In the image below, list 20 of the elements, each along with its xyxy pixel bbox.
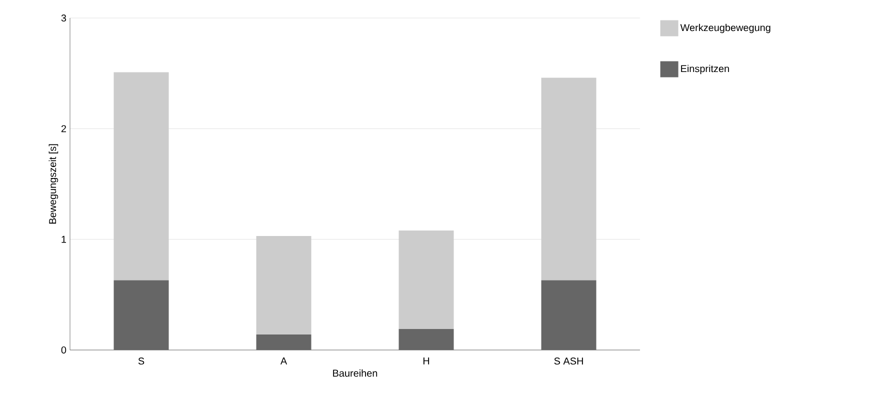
y-tick-label: 2 [61, 125, 66, 132]
x-tick-label: S ASH [554, 358, 583, 365]
bar [256, 236, 312, 335]
y-tick-label: 3 [61, 14, 66, 22]
legend-label: Werkzeugbewegung [680, 24, 770, 34]
x-axis-title: Baureihen [333, 369, 378, 377]
bar [398, 230, 454, 329]
legend-label: Einspritzen [681, 64, 729, 74]
bar [541, 280, 596, 350]
bar [114, 72, 169, 280]
x-tick-label: A [280, 358, 288, 364]
y-tick-label: 0 [61, 346, 66, 354]
bar [114, 280, 169, 350]
x-tick-label: S [138, 358, 144, 365]
y-axis-title: Bewegungszeit [s] [48, 144, 58, 224]
x-tick-label: H [423, 358, 430, 364]
bar [398, 328, 454, 350]
bar [541, 78, 596, 280]
bar [256, 334, 312, 350]
y-tick-label: 1 [62, 236, 66, 243]
